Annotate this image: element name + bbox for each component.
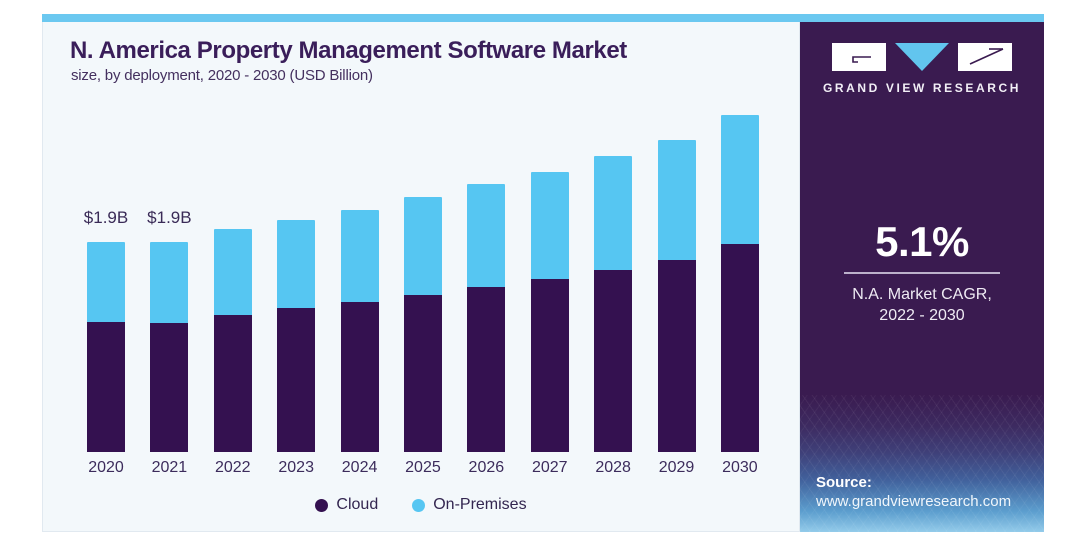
x-axis-label-2021: 2021	[151, 459, 188, 476]
cagr-value: 5.1%	[875, 218, 969, 265]
bar-segment-cloud-2027	[530, 279, 569, 452]
bar-segment-on-premises-2025	[403, 197, 442, 295]
bar-segment-cloud-2020	[87, 322, 125, 452]
top-accent-bar	[42, 14, 1044, 22]
bar-segment-cloud-2022	[213, 315, 252, 452]
chart-title: N. America Property Management Software …	[70, 37, 627, 64]
bar-column-2029	[657, 114, 696, 452]
bar-segment-cloud-2024	[340, 302, 379, 452]
bar-column-2030	[720, 114, 759, 452]
x-axis-label-2028: 2028	[595, 459, 631, 476]
bar-value-label-2021: $1.9B	[147, 208, 192, 227]
x-axis-labels: 2020 2021 2022 2023 2024 2025 2026 2027 2028 2029…	[87, 459, 759, 477]
legend-item-on-premises: On-Premises	[412, 496, 527, 514]
legend-label-on-premises: On-Premises	[433, 496, 527, 513]
bar-segment-cloud-2028	[594, 270, 633, 452]
cagr-caption: N.A. Market CAGR, 2022 - 2030	[800, 284, 1044, 326]
bar-segment-on-premises-2027	[530, 172, 569, 279]
bar-column-2024	[340, 114, 379, 452]
brand-panel: GRAND VIEW RESEARCH 5.1% N.A. Market CAG…	[800, 22, 1044, 532]
source-block: Source: www.grandviewresearch.com	[800, 395, 1044, 532]
gvr-logo-icon	[832, 43, 1012, 71]
legend-label-cloud: Cloud	[336, 496, 379, 513]
x-axis-label-2027: 2027	[531, 459, 568, 476]
bar-segment-on-premises-2028	[594, 156, 633, 270]
x-axis-label-2025: 2025	[405, 459, 441, 476]
cagr-block: 5.1% N.A. Market CAGR, 2022 - 2030	[800, 218, 1044, 326]
source-label: Source:	[816, 474, 872, 491]
plot-area: $1.9B $1.9B	[83, 114, 759, 452]
bar-segment-on-premises-2020	[87, 242, 125, 322]
bar-segment-on-premises-2026	[467, 184, 506, 287]
source-text: Source: www.grandviewresearch.com	[816, 474, 1011, 510]
bar-segment-on-premises-2023	[277, 220, 316, 308]
cagr-caption-line2: 2022 - 2030	[879, 307, 965, 324]
infographic-card: N. America Property Management Software …	[42, 14, 1044, 532]
bar-column-2025	[403, 114, 442, 452]
bar-segment-on-premises-2029	[657, 140, 696, 260]
bar-segment-on-premises-2021	[150, 242, 189, 323]
bar-segment-cloud-2023	[277, 308, 316, 452]
legend-dot-on-premises-icon	[412, 498, 426, 512]
legend-item-cloud: Cloud	[315, 496, 378, 514]
legend-dot-cloud-icon	[315, 498, 329, 512]
x-axis-label-2024: 2024	[341, 459, 378, 476]
bar-segment-cloud-2029	[657, 260, 696, 452]
cagr-caption-line1: N.A. Market CAGR,	[852, 286, 992, 303]
chart-panel: N. America Property Management Software …	[42, 22, 800, 532]
bar-column-2021: $1.9B	[147, 114, 192, 452]
bar-column-2023	[277, 114, 316, 452]
chart-legend: Cloud On-Premises	[43, 496, 799, 514]
cagr-divider	[844, 272, 1000, 274]
chart-subtitle: size, by deployment, 2020 - 2030 (USD Bi…	[71, 67, 373, 84]
brand-name: GRAND VIEW RESEARCH	[822, 81, 1022, 95]
source-url-link[interactable]: www.grandviewresearch.com	[816, 493, 1012, 510]
bar-column-2020: $1.9B	[83, 114, 129, 452]
bar-column-2027	[530, 114, 569, 452]
x-axis-label-2030: 2030	[722, 459, 758, 476]
bar-segment-on-premises-2030	[720, 115, 759, 244]
bar-segment-cloud-2025	[403, 295, 442, 452]
bar-column-2022	[213, 114, 252, 452]
card-body: N. America Property Management Software …	[42, 22, 1044, 532]
bar-value-label-2020: $1.9B	[83, 208, 129, 227]
bar-segment-cloud-2030	[720, 244, 759, 452]
bar-segment-on-premises-2022	[213, 229, 252, 315]
x-axis-label-2023: 2023	[278, 459, 314, 476]
bar-segment-on-premises-2024	[340, 210, 379, 302]
brand-logo: GRAND VIEW RESEARCH	[800, 40, 1044, 95]
bar-column-2026	[467, 114, 506, 452]
x-axis-label-2029: 2029	[658, 459, 695, 476]
x-axis-label-2022: 2022	[214, 459, 251, 476]
x-axis-label-2026: 2026	[468, 459, 505, 476]
x-axis-label-2020: 2020	[88, 459, 124, 476]
bar-segment-cloud-2021	[150, 323, 189, 452]
bar-segment-cloud-2026	[467, 287, 506, 452]
bar-column-2028	[594, 114, 633, 452]
